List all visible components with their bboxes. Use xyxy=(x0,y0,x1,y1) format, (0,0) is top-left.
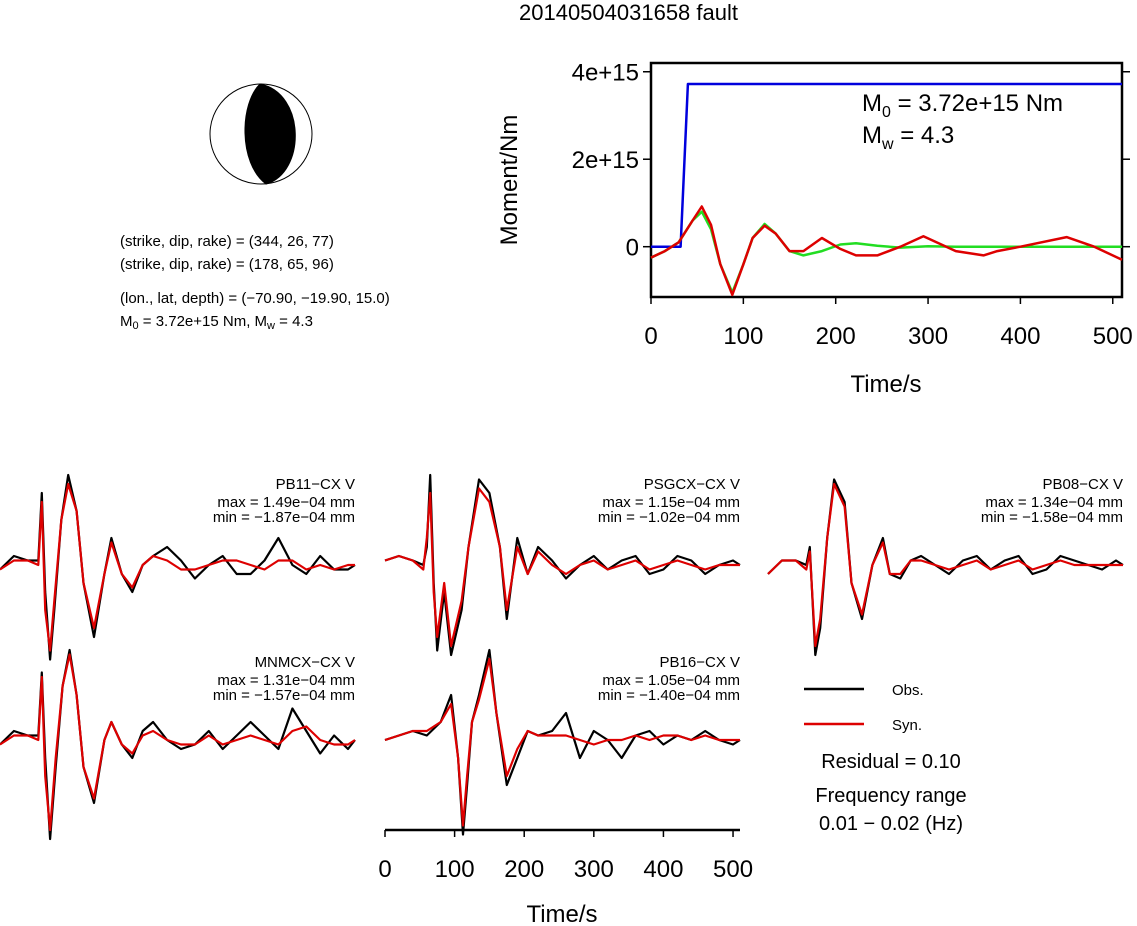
moment-plot-frame xyxy=(649,61,1124,299)
magnitude-line: M0 = 3.72e+15 Nm, Mw = 4.3 xyxy=(120,313,313,332)
m0-subscript: 0 xyxy=(132,320,139,332)
moment-xtick-label: 300 xyxy=(908,323,948,350)
beachball-icon xyxy=(209,83,313,185)
station-max: max = 1.05e−04 mm xyxy=(602,672,740,689)
moment-series-red xyxy=(650,205,1123,297)
station-max: max = 1.34e−04 mm xyxy=(985,494,1123,511)
waveform-xlabel: Time/s xyxy=(526,901,597,926)
mechanism-line-1: (strike, dip, rake) = (344, 26, 77) xyxy=(120,233,334,250)
moment-xtick-label: 400 xyxy=(1000,323,1040,350)
station-min: min = −1.02e−04 mm xyxy=(597,509,740,526)
station-name: MNMCX−CX V xyxy=(254,654,355,671)
waveform-xtick-label: 300 xyxy=(574,856,614,883)
waveform-syn-trace xyxy=(0,482,355,652)
moment-xtick-label: 100 xyxy=(723,323,763,350)
station-max: max = 1.31e−04 mm xyxy=(217,672,355,689)
waveform-syn-trace xyxy=(384,487,740,648)
moment-series-blue xyxy=(651,82,1122,248)
station-name: PSGCX−CX V xyxy=(643,476,740,493)
station-min: min = −1.87e−04 mm xyxy=(212,509,355,526)
frequency-title: Frequency range xyxy=(815,785,966,807)
station-max: max = 1.49e−04 mm xyxy=(217,494,355,511)
legend-obs-label: Obs. xyxy=(892,682,924,699)
station-max: max = 1.15e−04 mm xyxy=(602,494,740,511)
mw-subscript: w xyxy=(267,320,275,332)
moment-xtick-label: 500 xyxy=(1093,323,1133,350)
location-line: (lon., lat, depth) = (−70.90, −19.90, 15… xyxy=(120,290,390,307)
moment-ytick-label: 0 xyxy=(626,235,639,262)
station-min: min = −1.40e−04 mm xyxy=(597,687,740,704)
moment-annotation-mw: Mw = 4.3 xyxy=(862,122,954,153)
waveform-xtick-label: 0 xyxy=(378,856,391,883)
m0-value: = 3.72e+15 Nm, M xyxy=(138,313,268,330)
moment-xlabel: Time/s xyxy=(850,371,921,398)
moment-annotation-m0: M0 = 3.72e+15 Nm xyxy=(862,90,1063,121)
waveform-syn-trace xyxy=(0,653,356,832)
moment-ytick-label: 4e+15 xyxy=(572,60,639,87)
residual-text: Residual = 0.10 xyxy=(821,751,961,773)
station-min: min = −1.57e−04 mm xyxy=(212,687,355,704)
waveform-xtick-label: 400 xyxy=(643,856,683,883)
moment-ytick-label: 2e+15 xyxy=(572,147,639,174)
waveform-xtick-label: 200 xyxy=(504,856,544,883)
station-name: PB16−CX V xyxy=(659,654,740,671)
moment-ylabel: Moment/Nm xyxy=(496,115,523,246)
waveform-syn-trace xyxy=(767,482,1123,648)
moment-xtick-label: 0 xyxy=(644,323,657,350)
mw-value: = 4.3 xyxy=(274,313,313,330)
waveform-xtick-label: 500 xyxy=(713,856,753,883)
station-name: PB08−CX V xyxy=(1042,476,1123,493)
m0-symbol: M xyxy=(120,313,133,330)
station-name: PB11−CX V xyxy=(275,476,355,493)
station-min: min = −1.58e−04 mm xyxy=(980,509,1123,526)
mechanism-line-2: (strike, dip, rake) = (178, 65, 96) xyxy=(120,256,334,273)
frequency-range: 0.01 − 0.02 (Hz) xyxy=(819,813,963,835)
moment-xtick-label: 200 xyxy=(816,323,856,350)
figure-title: 20140504031658 fault xyxy=(519,0,738,25)
waveform-xtick-label: 100 xyxy=(435,856,475,883)
waveform-syn-trace xyxy=(384,657,740,827)
legend-syn-label: Syn. xyxy=(892,717,922,734)
